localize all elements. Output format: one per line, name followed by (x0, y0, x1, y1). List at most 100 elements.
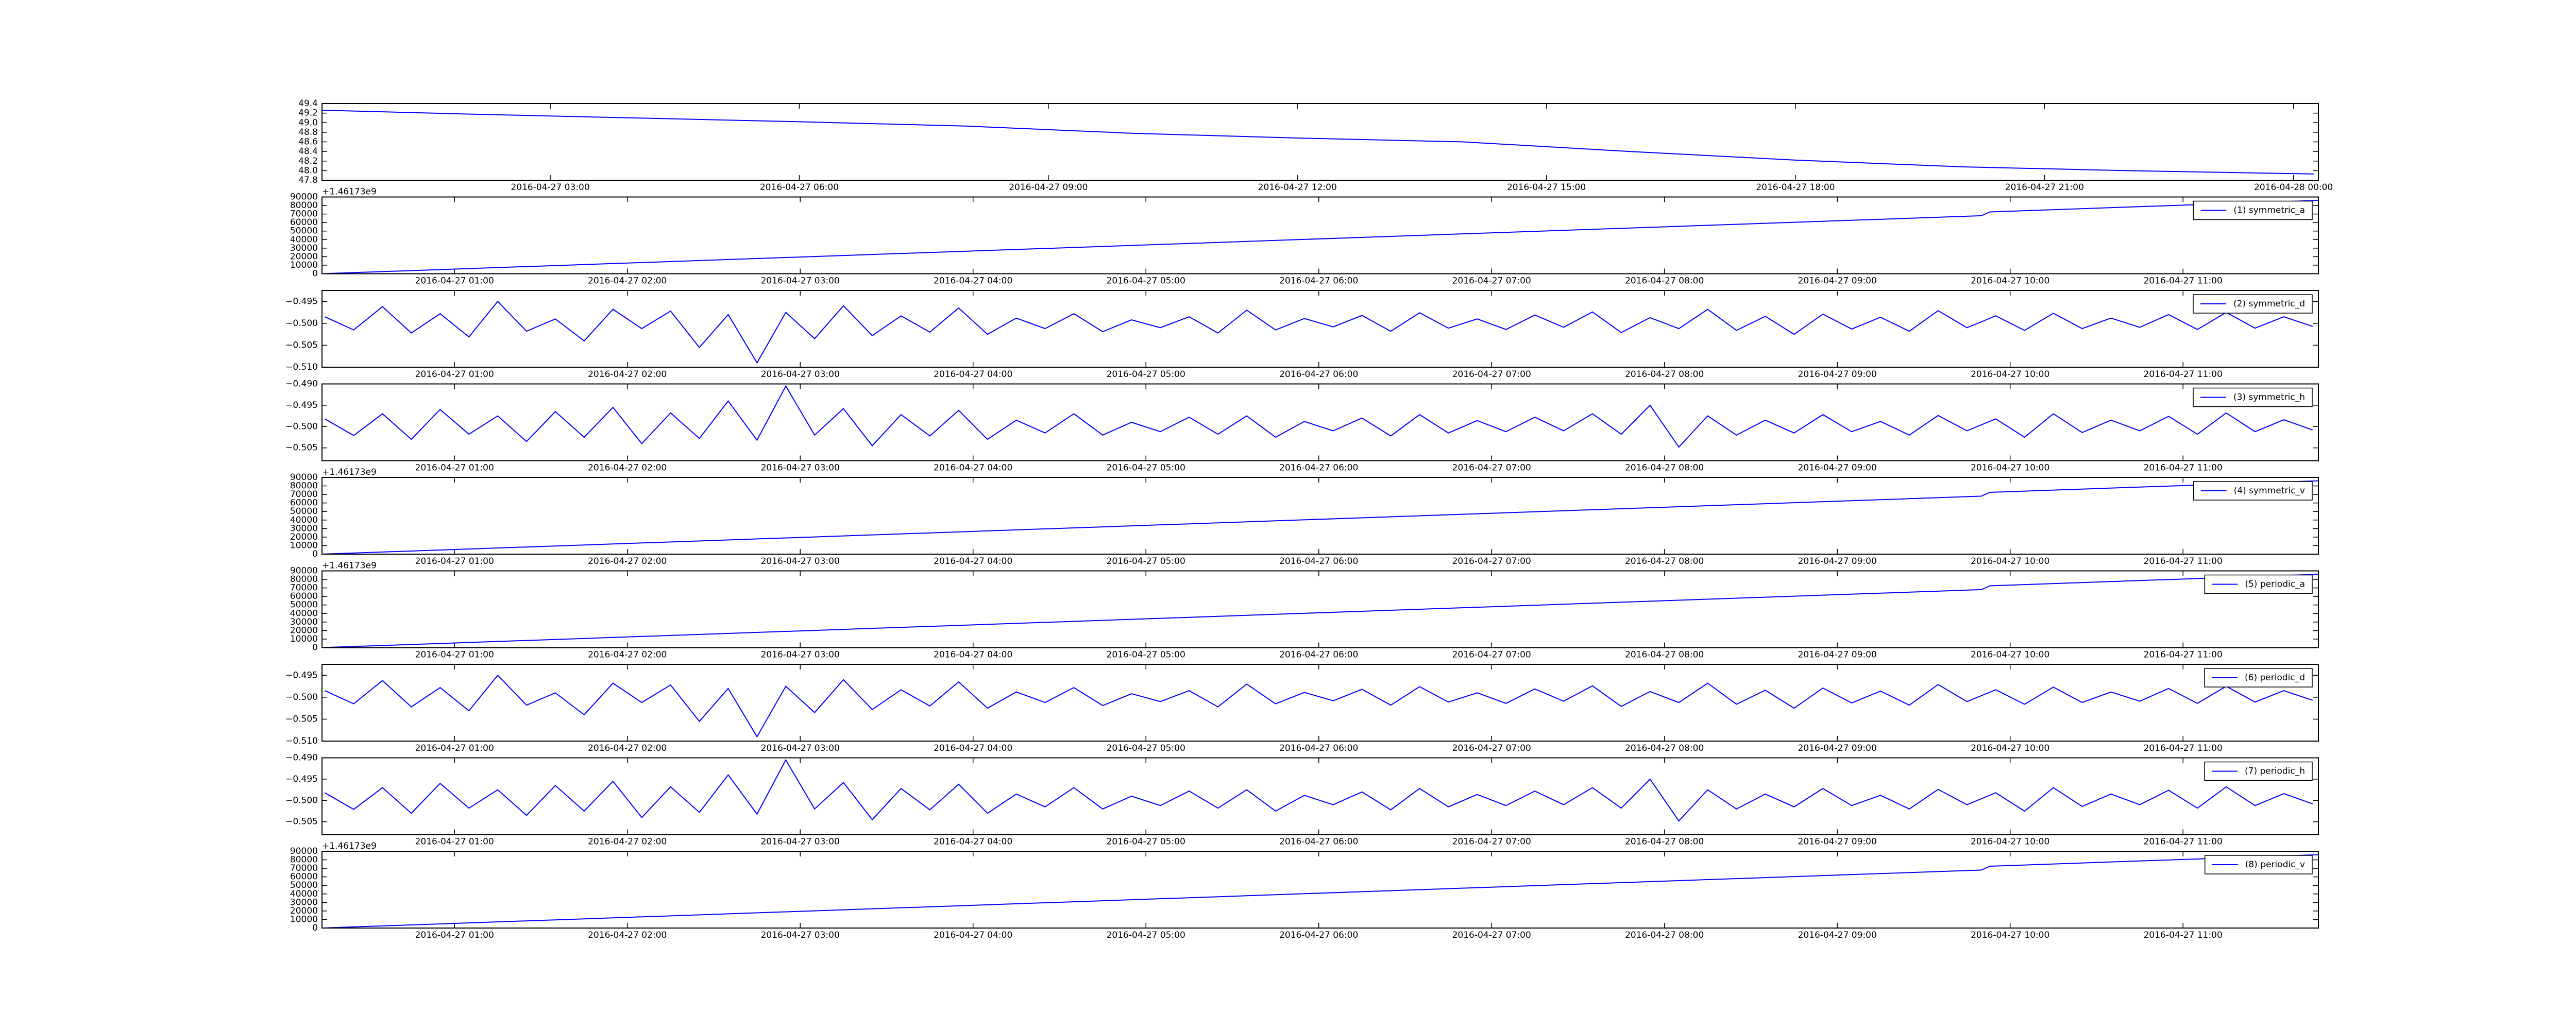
x-tick-label: 2016-04-27 08:00 (1625, 369, 1704, 380)
y-tick-label: 49.4 (298, 98, 318, 109)
y-tick-label: 50000 (290, 600, 318, 610)
y-tick-label: −0.500 (285, 421, 318, 432)
y-tick-label: −0.510 (285, 362, 318, 372)
y-tick-label: −0.500 (285, 795, 318, 805)
y-tick-label: 20000 (290, 906, 318, 916)
y-tick-label: −0.490 (285, 753, 318, 763)
x-tick-label: 2016-04-27 10:00 (1971, 463, 2049, 473)
x-tick-label: 2016-04-27 11:00 (2144, 276, 2223, 286)
x-tick-label: 2016-04-27 08:00 (1625, 650, 1704, 660)
x-tick-label: 2016-04-27 09:00 (1798, 556, 1877, 566)
y-tick-label: −0.500 (285, 692, 318, 702)
y-tick-label: 49.0 (298, 117, 318, 128)
x-tick-label: 2016-04-27 11:00 (2144, 369, 2223, 380)
data-line (325, 674, 2313, 738)
y-offset-label: +1.46173e9 (322, 187, 377, 197)
y-tick-label: −0.505 (285, 714, 318, 724)
y-tick-label: 70000 (290, 583, 318, 593)
x-tick-label: 2016-04-27 09:00 (1798, 650, 1877, 660)
y-tick-label: −0.490 (285, 379, 318, 389)
x-tick-label: 2016-04-27 03:00 (761, 837, 840, 847)
y-tick-label: 0 (312, 643, 318, 653)
x-tick-label: 2016-04-27 04:00 (934, 650, 1012, 660)
x-tick-label: 2016-04-27 09:00 (1798, 930, 1877, 940)
x-tick-label: 2016-04-27 11:00 (2144, 463, 2223, 473)
x-tick-label: 2016-04-27 04:00 (934, 837, 1012, 847)
x-tick-label: 2016-04-27 05:00 (1107, 276, 1185, 286)
x-tick-label: 2016-04-27 18:00 (1756, 182, 1835, 193)
axes-frame (321, 570, 2319, 648)
x-tick-label: 2016-04-27 10:00 (1971, 650, 2049, 660)
y-tick-label: 40000 (290, 234, 318, 245)
x-tick-label: 2016-04-27 02:00 (588, 276, 667, 286)
x-tick-label: 2016-04-27 12:00 (1258, 182, 1337, 193)
axes-frame (321, 103, 2319, 181)
y-tick-label: 50000 (290, 506, 318, 517)
y-tick-label: 90000 (290, 192, 318, 202)
y-tick-label: 48.0 (298, 165, 318, 176)
x-tick-label: 2016-04-27 03:00 (761, 930, 840, 940)
y-tick-label: 80000 (290, 574, 318, 585)
x-tick-label: 2016-04-27 10:00 (1971, 837, 2049, 847)
y-tick-label: 0 (312, 269, 318, 279)
x-tick-label: 2016-04-27 05:00 (1107, 930, 1185, 940)
x-tick-label: 2016-04-27 06:00 (1279, 837, 1358, 847)
data-line (322, 574, 2318, 648)
x-tick-label: 2016-04-27 21:00 (2005, 182, 2084, 193)
y-tick-label: −0.505 (285, 340, 318, 350)
legend-label: (5) periodic_a (2245, 579, 2305, 590)
y-tick-label: 90000 (290, 846, 318, 856)
x-tick-label: 2016-04-27 01:00 (415, 743, 494, 753)
x-tick-label: 2016-04-28 00:00 (2254, 182, 2333, 193)
y-tick-label: 30000 (290, 617, 318, 627)
x-tick-label: 2016-04-27 01:00 (415, 930, 494, 940)
x-tick-label: 2016-04-27 03:00 (761, 650, 840, 660)
x-tick-label: 2016-04-27 08:00 (1625, 743, 1704, 753)
x-tick-label: 2016-04-27 05:00 (1107, 743, 1185, 753)
y-tick-label: 40000 (290, 889, 318, 899)
axes-frame (321, 757, 2319, 835)
y-tick-label: 70000 (290, 209, 318, 219)
y-tick-label: 47.8 (298, 175, 318, 185)
x-tick-label: 2016-04-27 11:00 (2144, 930, 2223, 940)
y-tick-label: 48.4 (298, 146, 318, 157)
x-tick-label: 2016-04-27 11:00 (2144, 650, 2223, 660)
x-tick-label: 2016-04-27 10:00 (1971, 276, 2049, 286)
y-tick-label: 48.8 (298, 127, 318, 138)
x-tick-label: 2016-04-27 09:00 (1798, 369, 1877, 380)
legend-label: (1) symmetric_a (2233, 205, 2305, 216)
y-tick-label: 80000 (290, 200, 318, 211)
y-tick-label: −0.510 (285, 736, 318, 746)
x-tick-label: 2016-04-27 08:00 (1625, 930, 1704, 940)
x-tick-label: 2016-04-27 06:00 (1279, 930, 1358, 940)
y-tick-label: 50000 (290, 226, 318, 236)
x-tick-label: 2016-04-27 02:00 (588, 556, 667, 566)
x-tick-label: 2016-04-27 09:00 (1798, 276, 1877, 286)
y-offset-label: +1.46173e9 (322, 467, 377, 477)
x-tick-label: 2016-04-27 03:00 (761, 743, 840, 753)
x-tick-label: 2016-04-27 02:00 (588, 463, 667, 473)
x-tick-label: 2016-04-27 07:00 (1452, 650, 1531, 660)
data-line (325, 385, 2313, 448)
data-line (322, 110, 2314, 175)
y-tick-label: 50000 (290, 880, 318, 890)
x-tick-label: 2016-04-27 07:00 (1452, 837, 1531, 847)
y-tick-label: −0.495 (285, 400, 318, 410)
y-tick-label: 60000 (290, 498, 318, 508)
legend-label: (8) periodic_v (2245, 860, 2305, 870)
x-tick-label: 2016-04-27 04:00 (934, 369, 1012, 380)
x-tick-label: 2016-04-27 06:00 (1279, 650, 1358, 660)
y-tick-label: 20000 (290, 625, 318, 636)
axes-frame (321, 664, 2319, 742)
y-offset-label: +1.46173e9 (322, 561, 377, 571)
x-tick-label: 2016-04-27 08:00 (1625, 837, 1704, 847)
data-line (322, 854, 2318, 928)
x-tick-label: 2016-04-27 06:00 (760, 182, 839, 193)
x-tick-label: 2016-04-27 08:00 (1625, 276, 1704, 286)
x-tick-label: 2016-04-27 08:00 (1625, 556, 1704, 566)
y-tick-label: 0 (312, 549, 318, 559)
x-tick-label: 2016-04-27 06:00 (1279, 276, 1358, 286)
y-tick-label: 70000 (290, 863, 318, 873)
x-tick-label: 2016-04-27 04:00 (934, 463, 1012, 473)
y-tick-label: 30000 (290, 897, 318, 907)
